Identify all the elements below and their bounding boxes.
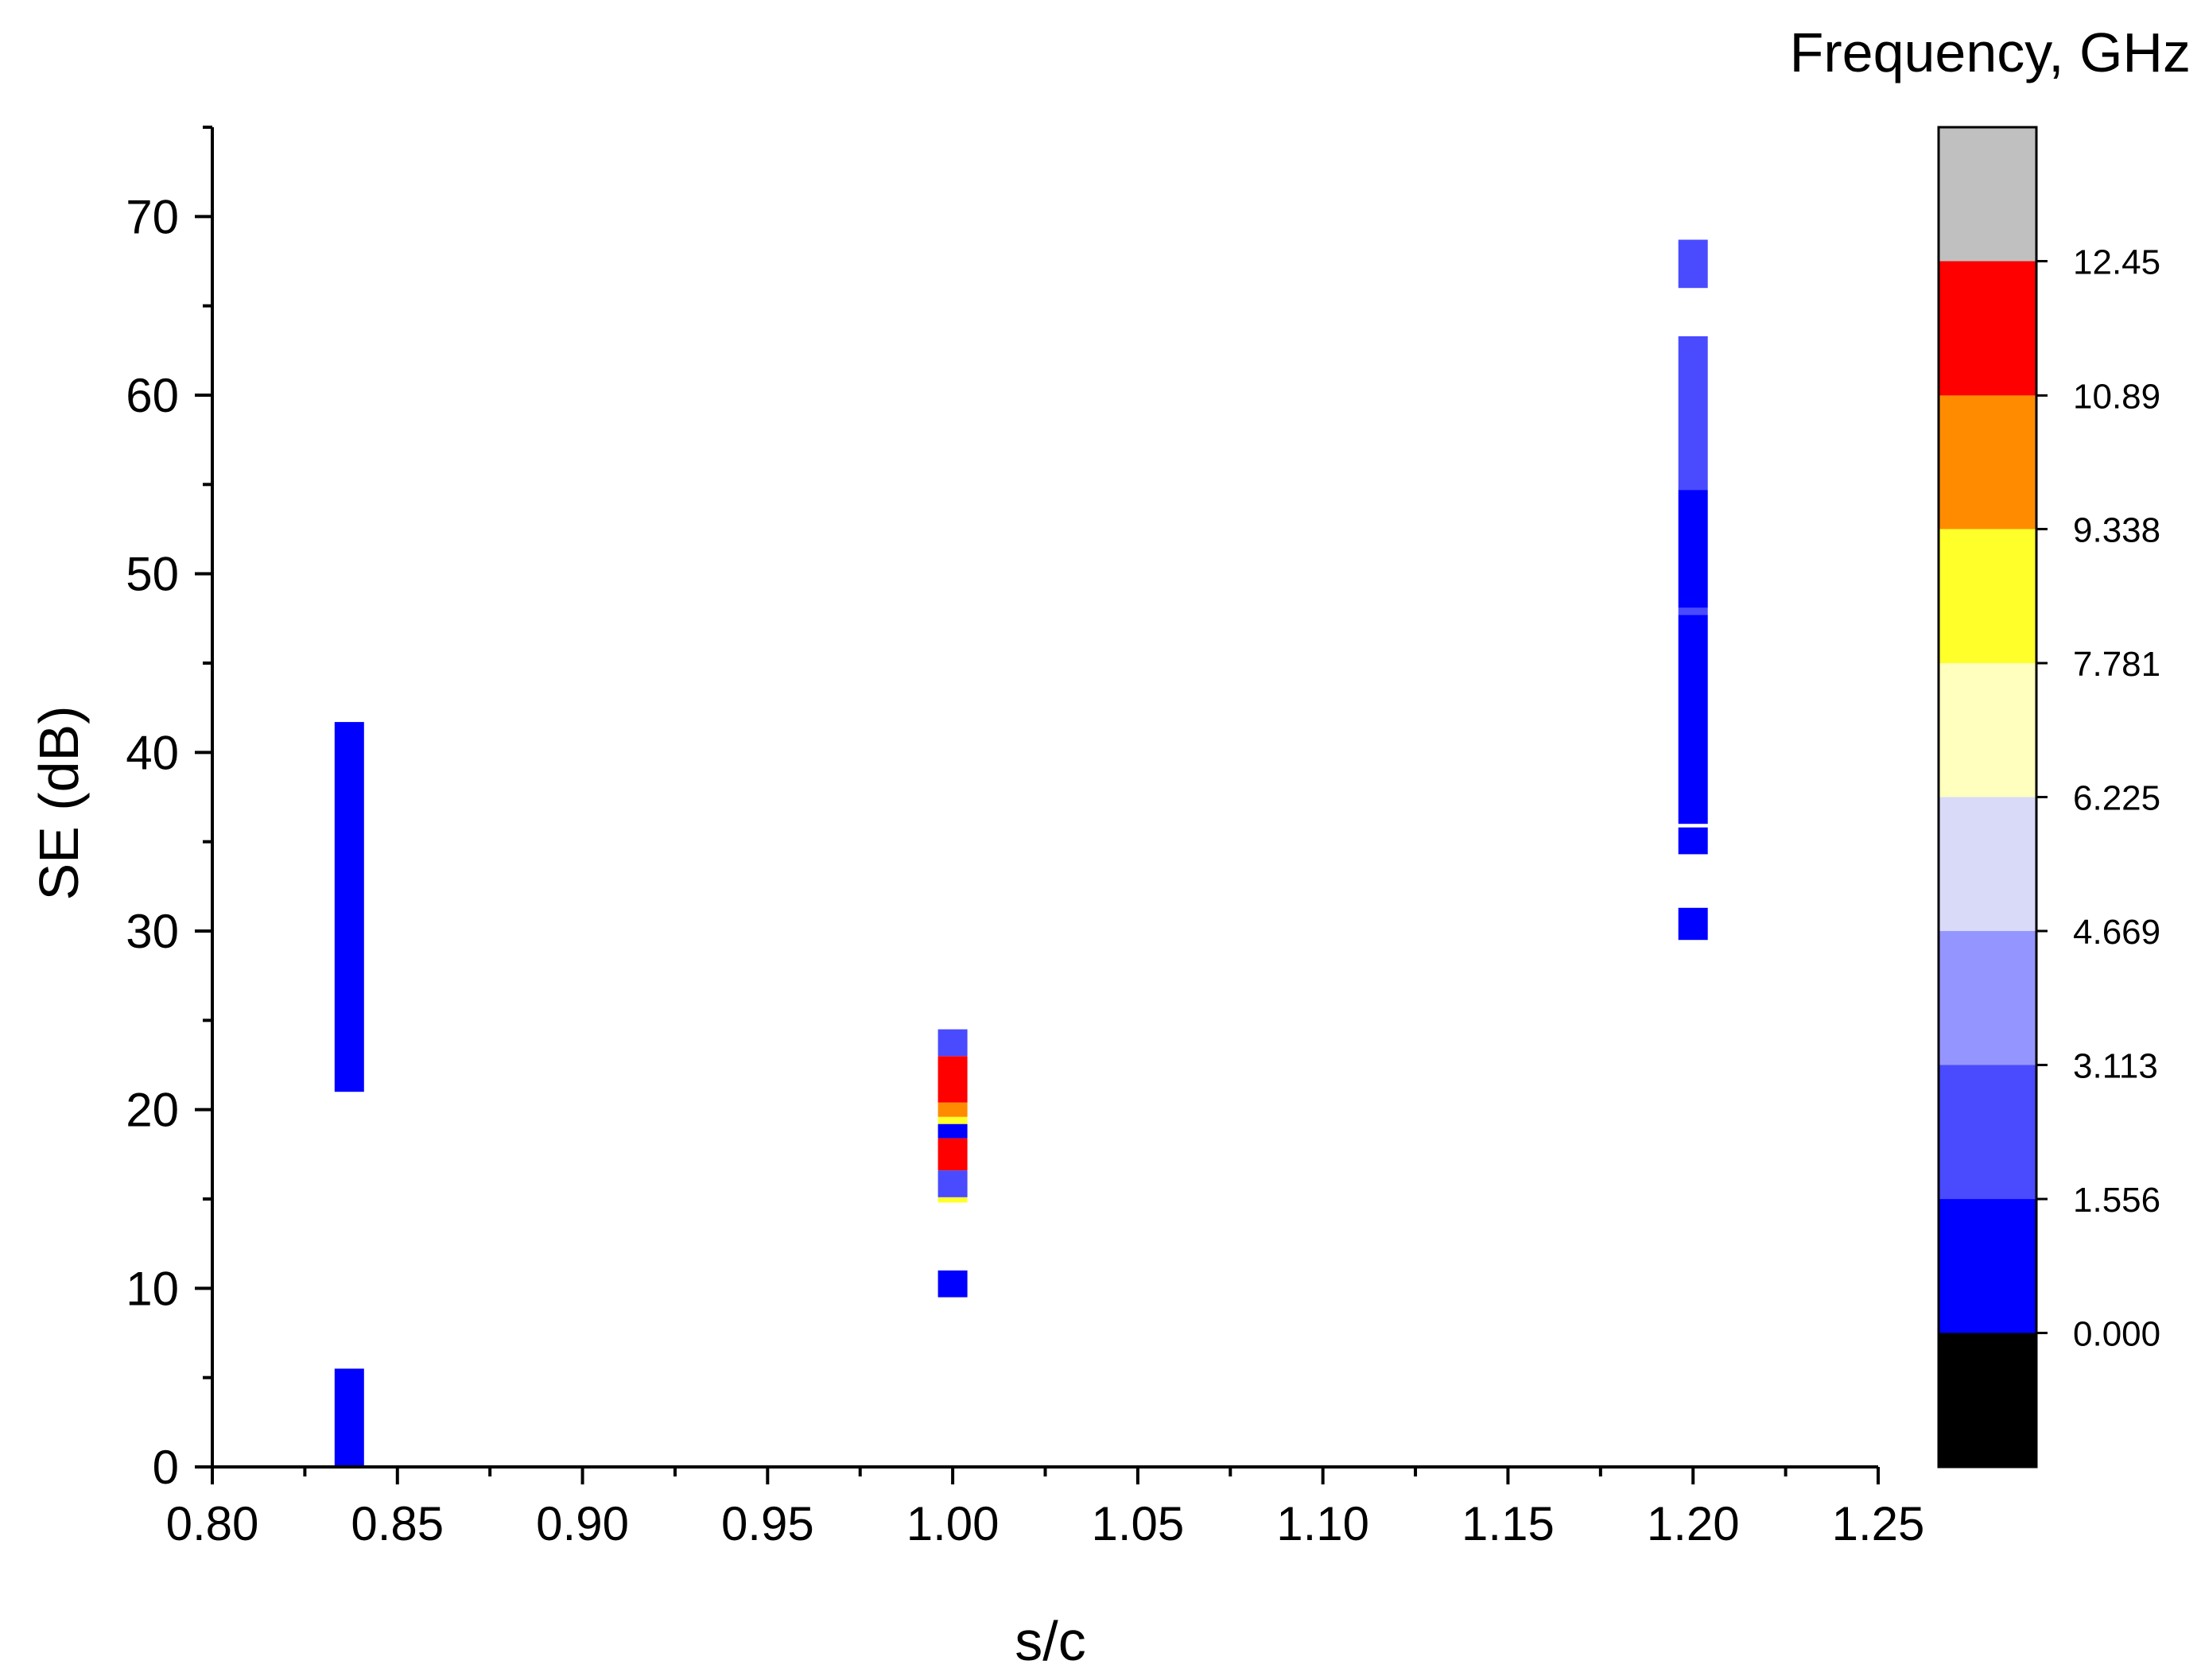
colorbar-band-2	[1939, 1065, 2036, 1200]
y-tick-label: 50	[126, 548, 179, 601]
colorbar-band-7	[1939, 395, 2036, 530]
y-axis-title: SE (dB)	[28, 705, 90, 900]
heatmap-cell-0-0	[334, 1368, 364, 1467]
x-tick-label: 1.05	[1091, 1497, 1184, 1550]
colorbar-band-6	[1939, 529, 2036, 663]
x-axis-title: s/c	[1015, 1610, 1085, 1672]
colorbar-tick-label: 1.556	[2073, 1181, 2160, 1220]
heatmap-cell-2-5	[1678, 336, 1708, 491]
x-tick-label: 0.90	[536, 1497, 629, 1550]
heatmap-cell-1-3	[937, 1138, 968, 1170]
x-tick-label: 1.25	[1832, 1497, 1925, 1550]
x-tick-label: 0.85	[351, 1497, 444, 1550]
y-tick-label: 30	[126, 905, 179, 958]
colorbar-tick-label: 3.113	[2073, 1046, 2158, 1085]
x-tick-label: 1.15	[1462, 1497, 1555, 1550]
y-axis: 0 10 20 30 40 50 60 70	[126, 126, 214, 1494]
heatmap-cells	[334, 239, 1708, 1467]
y-tick-label: 40	[126, 726, 179, 779]
heatmap-cell-1-6	[937, 1102, 968, 1117]
heatmap-cell-2-3	[1678, 607, 1708, 615]
y-tick-label: 0	[153, 1441, 179, 1494]
heatmap-cell-2-1	[1678, 827, 1708, 855]
colorbar-band-1	[1939, 1199, 2036, 1333]
colorbar-band-5	[1939, 663, 2036, 797]
x-tick-label: 1.20	[1647, 1497, 1740, 1550]
x-tick-label: 1.10	[1276, 1497, 1369, 1550]
colorbar-title: Frequency, GHz	[1790, 21, 2191, 83]
heatmap-cell-0-1	[334, 722, 364, 1092]
x-tick-label: 0.95	[721, 1497, 814, 1550]
colorbar-band-9	[1939, 127, 2036, 262]
heatmap-cell-1-0	[937, 1270, 968, 1298]
x-tick-label: 1.00	[906, 1497, 1000, 1550]
heatmap-cell-1-8	[937, 1029, 968, 1057]
y-tick-label: 10	[126, 1262, 179, 1315]
heatmap-cell-1-2	[937, 1170, 968, 1197]
colorbar-band-3	[1939, 931, 2036, 1065]
heatmap-cell-1-4	[937, 1123, 968, 1139]
colorbar-tick-label: 0.000	[2073, 1315, 2160, 1354]
y-tick-label: 60	[126, 369, 179, 422]
y-tick-label: 20	[126, 1084, 179, 1137]
heatmap-cell-1-7	[937, 1056, 968, 1103]
colorbar-band-4	[1939, 797, 2036, 931]
colorbar-tick-label: 12.45	[2073, 242, 2160, 281]
colorbar-band-8	[1939, 261, 2036, 396]
colorbar-tick-label: 10.89	[2073, 377, 2160, 416]
colorbar-band-0	[1939, 1333, 2036, 1467]
heatmap-cell-1-1	[937, 1197, 968, 1203]
heatmap-cell-2-4	[1678, 490, 1708, 608]
colorbar-tick-label: 7.781	[2073, 645, 2160, 684]
colorbar-tick-label: 6.225	[2073, 779, 2160, 818]
colorbar: 0.000 1.556 3.113 4.669 6.225 7.781 9.338 10.89…	[1937, 126, 2160, 1469]
heatmap-cell-2-0	[1678, 907, 1708, 941]
colorbar-tick-label: 4.669	[2073, 913, 2160, 952]
x-tick-label: 0.80	[166, 1497, 259, 1550]
heatmap-cell-2-6	[1678, 239, 1708, 289]
colorbar-tick-label: 9.338	[2073, 510, 2160, 549]
heatmap-cell-2-2	[1678, 615, 1708, 824]
x-axis: 0.80 0.85 0.90 0.95 1.00 1.05 1.10 1.15 1.20 1.25	[166, 1465, 1925, 1550]
heatmap-cell-1-5	[937, 1116, 968, 1124]
y-tick-label: 70	[126, 190, 179, 243]
